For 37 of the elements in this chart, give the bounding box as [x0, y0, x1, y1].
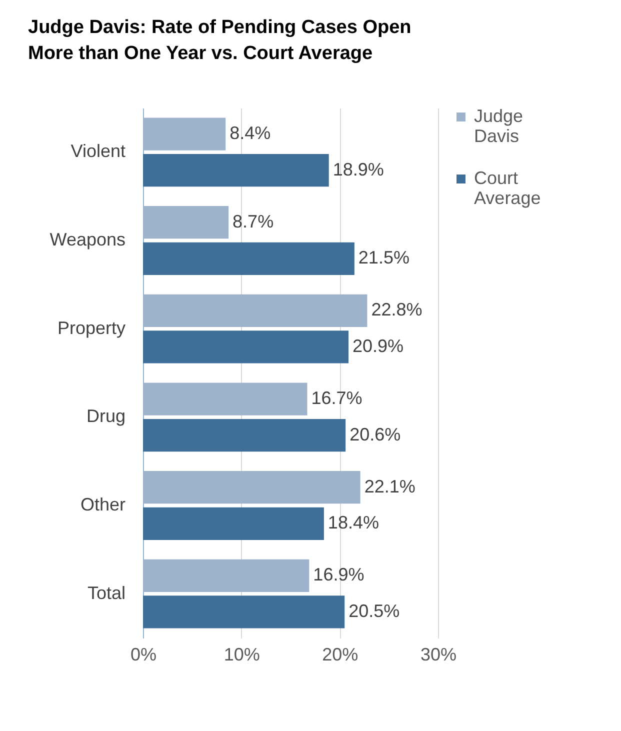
y-tick-label: Weapons [50, 230, 126, 250]
bar [143, 471, 360, 504]
legend-label: Court Average [474, 168, 541, 208]
x-tick-label: 20% [322, 644, 358, 664]
bar [143, 154, 329, 187]
data-label: 20.9% [352, 336, 404, 356]
bar [143, 507, 324, 540]
data-label: 8.7% [232, 211, 274, 232]
bar [143, 118, 226, 150]
data-label: 22.1% [364, 476, 416, 496]
legend-label: Judge Davis [474, 106, 524, 146]
y-tick-label: Drug [86, 406, 126, 426]
bar [143, 206, 229, 239]
data-label: 16.7% [311, 388, 362, 408]
data-label: 21.5% [358, 248, 410, 268]
y-tick-label: Violent [70, 141, 126, 162]
x-tick-label: 10% [224, 644, 260, 664]
data-label: 20.6% [350, 424, 401, 444]
bar [143, 418, 346, 452]
x-tick-label: 30% [420, 644, 457, 664]
data-label: 20.5% [348, 600, 400, 621]
data-label: 8.4% [230, 123, 271, 144]
x-tick-label: 0% [130, 644, 157, 664]
y-tick-label: Property [57, 318, 126, 338]
bar [143, 559, 310, 592]
y-tick-label: Other [80, 494, 126, 514]
data-label: 18.9% [332, 159, 384, 180]
data-label: 16.9% [313, 564, 364, 585]
chart-title: Judge Davis: Rate of Pending Cases Open More than One Year vs. Court Average [28, 17, 412, 64]
bar [143, 294, 368, 328]
data-label: 18.4% [328, 512, 379, 533]
data-label: 22.8% [371, 300, 422, 320]
bar [143, 330, 349, 364]
y-tick-label: Total [87, 582, 126, 603]
bar [143, 596, 345, 628]
bar [143, 382, 308, 416]
bar [143, 242, 354, 275]
